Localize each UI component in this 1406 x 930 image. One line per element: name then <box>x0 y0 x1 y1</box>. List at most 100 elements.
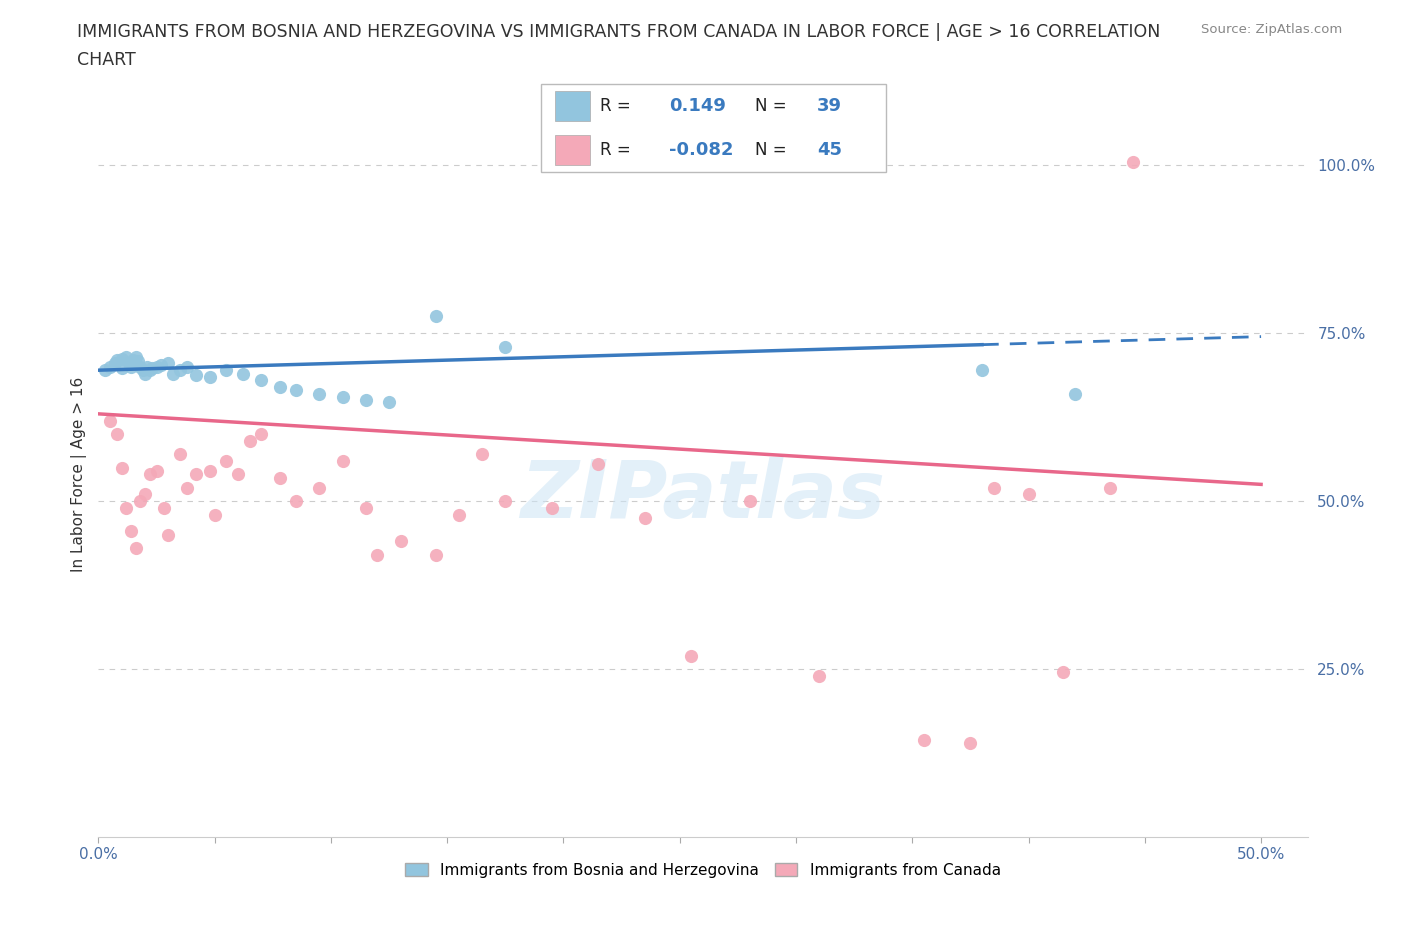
Point <box>250 373 273 388</box>
Point <box>198 369 221 384</box>
Point <box>184 367 207 382</box>
FancyBboxPatch shape <box>555 91 589 121</box>
Point <box>134 487 156 502</box>
Point <box>540 500 562 515</box>
Point <box>285 383 308 398</box>
Text: IMMIGRANTS FROM BOSNIA AND HERZEGOVINA VS IMMIGRANTS FROM CANADA IN LABOR FORCE : IMMIGRANTS FROM BOSNIA AND HERZEGOVINA V… <box>77 23 1161 41</box>
Point <box>308 386 330 401</box>
Point <box>157 527 180 542</box>
Point <box>425 309 447 324</box>
Point <box>184 467 207 482</box>
Point <box>808 669 831 684</box>
Point <box>115 350 138 365</box>
Point <box>912 732 935 747</box>
Text: Source: ZipAtlas.com: Source: ZipAtlas.com <box>1202 23 1343 36</box>
Point <box>115 500 138 515</box>
Point <box>120 359 142 374</box>
Point <box>1122 154 1144 169</box>
Point <box>141 361 163 376</box>
Text: ZIPatlas: ZIPatlas <box>520 457 886 535</box>
Point <box>129 359 152 374</box>
Point <box>389 534 412 549</box>
Point <box>983 480 1005 495</box>
Point <box>127 354 149 369</box>
Point <box>959 736 981 751</box>
Point <box>366 548 388 563</box>
Point <box>1052 665 1074 680</box>
Text: -0.082: -0.082 <box>669 141 734 159</box>
Point <box>204 507 226 522</box>
Point <box>332 390 354 405</box>
Point <box>176 480 198 495</box>
Point <box>105 352 128 367</box>
Point <box>425 548 447 563</box>
Point <box>250 427 273 442</box>
Point <box>1018 487 1040 502</box>
Point <box>226 467 249 482</box>
Point <box>98 413 121 428</box>
Point <box>494 494 516 509</box>
Point <box>332 454 354 469</box>
Point <box>738 494 761 509</box>
Point <box>111 460 134 475</box>
Point <box>681 648 703 663</box>
Point <box>588 457 610 472</box>
Point <box>124 540 146 555</box>
Point <box>471 446 494 461</box>
Point <box>120 524 142 538</box>
Point <box>308 480 330 495</box>
Point <box>138 363 160 378</box>
Point <box>162 366 184 381</box>
Point <box>169 446 191 461</box>
Point <box>118 356 141 371</box>
Point <box>131 363 153 378</box>
Legend: Immigrants from Bosnia and Herzegovina, Immigrants from Canada: Immigrants from Bosnia and Herzegovina, … <box>399 857 1007 884</box>
Point <box>129 494 152 509</box>
Text: N =: N = <box>755 141 786 159</box>
FancyBboxPatch shape <box>541 84 886 172</box>
Point <box>124 350 146 365</box>
Point <box>215 454 238 469</box>
Point <box>447 507 470 522</box>
Point <box>494 339 516 354</box>
Point <box>285 494 308 509</box>
Text: 45: 45 <box>817 141 842 159</box>
Point <box>232 366 254 381</box>
Point <box>136 359 159 374</box>
Point <box>122 352 145 367</box>
Point <box>157 356 180 371</box>
Point <box>111 352 134 366</box>
Point <box>98 359 121 374</box>
Point <box>134 366 156 381</box>
Text: 39: 39 <box>817 97 842 114</box>
Point <box>105 427 128 442</box>
Point <box>215 363 238 378</box>
Point <box>269 471 291 485</box>
Point <box>169 363 191 378</box>
Point <box>104 356 127 371</box>
Text: CHART: CHART <box>77 51 136 69</box>
Text: R =: R = <box>600 141 631 159</box>
Y-axis label: In Labor Force | Age > 16: In Labor Force | Age > 16 <box>72 377 87 572</box>
Point <box>138 467 160 482</box>
Point <box>1098 480 1121 495</box>
Point <box>634 511 657 525</box>
Point <box>239 433 262 448</box>
Point <box>378 394 401 409</box>
Point <box>111 361 134 376</box>
Point <box>354 500 377 515</box>
Text: N =: N = <box>755 97 786 114</box>
Point <box>269 379 291 394</box>
FancyBboxPatch shape <box>555 135 589 165</box>
Text: R =: R = <box>600 97 631 114</box>
Point <box>145 463 167 478</box>
Point <box>152 500 174 515</box>
Point <box>176 359 198 374</box>
Point <box>970 363 993 378</box>
Point <box>145 359 167 374</box>
Text: 0.149: 0.149 <box>669 97 725 114</box>
Point <box>354 393 377 408</box>
Point <box>198 463 221 478</box>
Point <box>150 357 173 372</box>
Point <box>1064 386 1087 401</box>
